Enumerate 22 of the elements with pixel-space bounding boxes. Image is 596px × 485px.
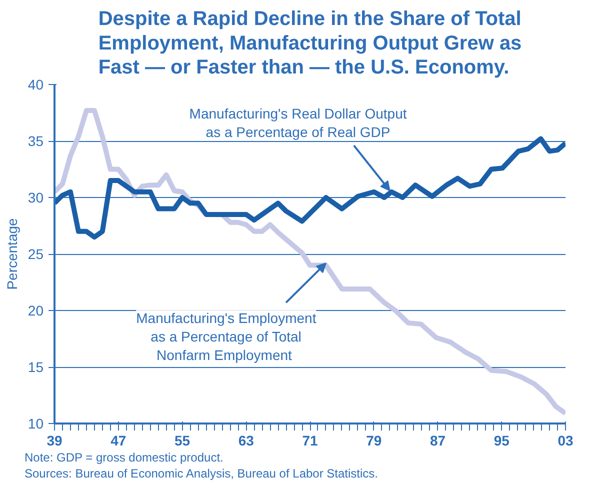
chart-title: Despite a Rapid Decline in the Share of Total Employment, Manufacturing Output Grew as Fast — or Faster than — the U.S. Economy. [98,8,522,78]
source-note: Sources: Bureau of Economic Analysis, Bureau of Labor Statistics. [24,466,378,480]
text: Note: GDP = gross domestic product. [24,450,224,464]
x-tick-label: 87 [430,432,446,448]
x-tick-label: 39 [46,432,62,448]
x-tick-label: 55 [174,432,190,448]
y-tick-label: 25 [28,246,44,262]
x-tick-label: 79 [366,432,382,448]
x-tick-label: 63 [238,432,254,448]
y-axis-title: Percentage [4,218,20,290]
x-tick-label: 95 [494,432,510,448]
x-tick-label: 47 [110,432,126,448]
y-tick-label: 35 [28,133,44,149]
y-tick-label: 40 [28,76,44,92]
y-tick-label: 15 [28,359,44,375]
y-tick-label: 30 [28,190,44,206]
y-tick-label: 10 [28,416,44,432]
x-tick-label: 03 [558,432,574,448]
annotation: Manufacturing's Employment as a Percentage of Total Nonfarm Employment [136,310,316,363]
y-tick-label: 20 [28,302,44,318]
annotation: Manufacturing's Real Dollar Output as a Percentage of Real GDP [189,106,407,140]
x-tick-label: 71 [302,432,318,448]
